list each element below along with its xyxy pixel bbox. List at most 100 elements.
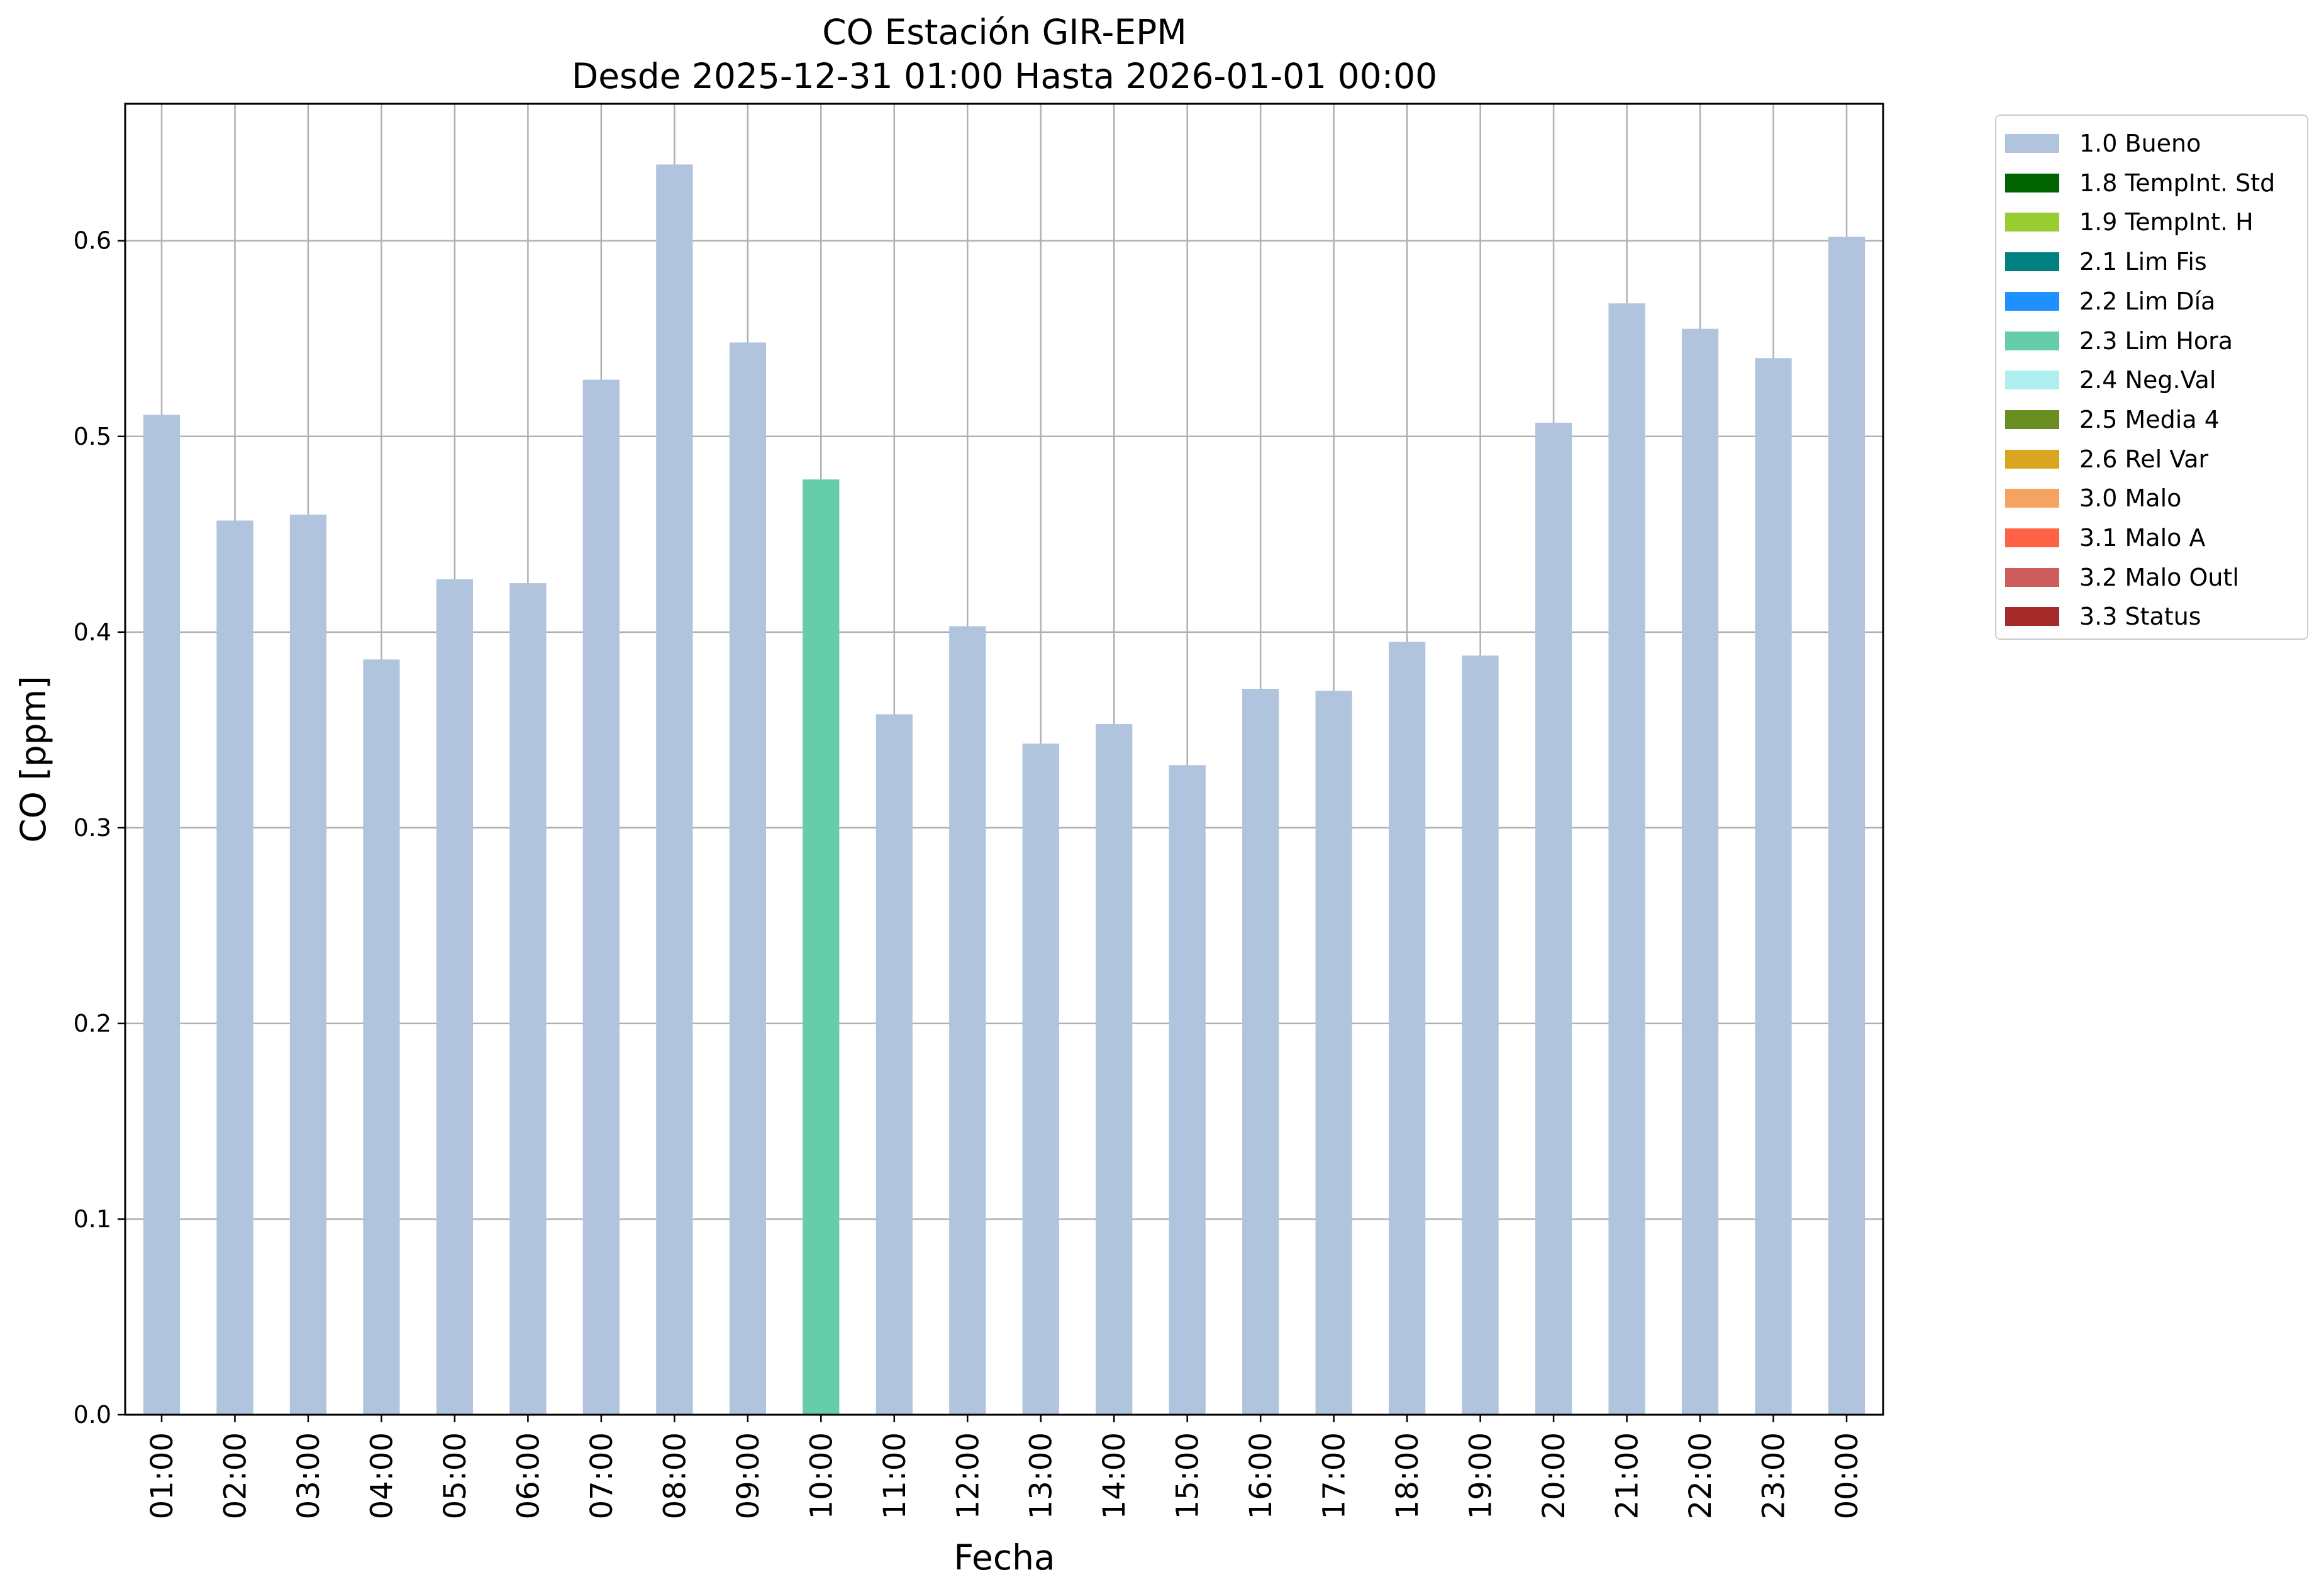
bar-2000 [1535, 423, 1572, 1415]
legend-label: 1.9 TempInt. H [2079, 208, 2254, 237]
legend-item: 1.9 TempInt. H [2005, 203, 2254, 241]
x-tick-label: 22:00 [1683, 1432, 1718, 1519]
bar-1400 [1096, 724, 1133, 1415]
bar-0700 [582, 379, 620, 1415]
y-tick-label: 0.1 [74, 1205, 111, 1233]
legend-label: 2.5 Media 4 [2079, 405, 2220, 433]
x-tick-label: 23:00 [1757, 1432, 1792, 1519]
x-tick-label: 08:00 [657, 1432, 692, 1519]
legend-swatch [2005, 213, 2059, 232]
y-axis-label: CO [ppm] [13, 676, 53, 843]
x-tick-label: 00:00 [1830, 1432, 1865, 1519]
y-tick-label: 0.5 [74, 423, 111, 450]
legend-item: 2.4 Neg.Val [2005, 361, 2216, 399]
bar-2200 [1681, 328, 1719, 1415]
x-tick-label: 06:00 [511, 1432, 546, 1519]
legend-swatch [2005, 134, 2059, 153]
legend-item: 2.5 Media 4 [2005, 401, 2220, 438]
bar-0300 [289, 515, 327, 1415]
x-tick-label: 10:00 [804, 1432, 839, 1519]
legend-label: 1.0 Bueno [2079, 130, 2201, 157]
bar-0500 [436, 579, 474, 1415]
legend-label: 2.3 Lim Hora [2079, 326, 2233, 355]
x-tick-label: 12:00 [950, 1432, 986, 1519]
legend-label: 2.1 Lim Fis [2079, 248, 2207, 276]
legend-item: 3.1 Malo A [2005, 519, 2205, 557]
legend-swatch [2005, 607, 2059, 627]
legend-label: 2.4 Neg.Val [2079, 366, 2216, 394]
x-axis: 01:00 02:00 03:00 04:00 05:00 06:00 07:00 08:00… [145, 1415, 1865, 1519]
x-tick-label: 05:00 [438, 1432, 473, 1519]
x-tick-label: 15:00 [1170, 1432, 1206, 1519]
legend-swatch [2005, 371, 2059, 390]
legend-item: 2.3 Lim Hora [2005, 322, 2233, 360]
legend-swatch [2005, 567, 2059, 587]
bar-1500 [1169, 765, 1206, 1415]
legend-swatch [2005, 410, 2059, 429]
bar-1100 [876, 714, 913, 1415]
legend-item: 2.6 Rel Var [2005, 440, 2208, 478]
x-tick-label: 01:00 [145, 1432, 180, 1519]
y-tick-label: 0.4 [74, 618, 111, 646]
chart-subtitle: Desde 2025-12-31 01:00 Hasta 2026-01-01 … [572, 56, 1437, 96]
x-tick-label: 16:00 [1243, 1432, 1279, 1519]
bar-1000 [803, 479, 840, 1415]
plot-frame [124, 103, 1884, 1416]
x-tick-label: 18:00 [1390, 1432, 1425, 1519]
bar-0900 [729, 342, 766, 1415]
legend-swatch [2005, 449, 2059, 469]
legend-swatch [2005, 252, 2059, 272]
bar-0000 [1828, 237, 1865, 1415]
legend-label: 3.0 Malo [2079, 484, 2182, 513]
x-tick-label: 04:00 [364, 1432, 399, 1519]
y-tick-label: 0.2 [74, 1010, 111, 1037]
legend-label: 2.6 Rel Var [2079, 445, 2209, 473]
legend-item: 1.0 Bueno [2005, 125, 2201, 162]
bar-1600 [1242, 689, 1279, 1415]
y-axis: 0.0 0.1 0.2 0.3 0.4 0.5 0.6 [74, 227, 125, 1429]
x-axis-label: Fecha [954, 1537, 1055, 1578]
legend-label: 3.3 Status [2079, 603, 2201, 631]
legend-label: 3.2 Malo Outl [2079, 563, 2239, 591]
chart-title: CO Estación GIR-EPM [822, 12, 1186, 52]
x-tick-label: 21:00 [1610, 1432, 1645, 1519]
legend-item: 3.0 Malo [2005, 479, 2181, 517]
bar-0200 [216, 520, 253, 1415]
legend-swatch [2005, 291, 2059, 311]
legend-swatch [2005, 331, 2059, 350]
legend-item: 1.8 TempInt. Std [2005, 164, 2275, 202]
legend-swatch [2005, 528, 2059, 547]
legend-item: 2.1 Lim Fis [2005, 243, 2207, 281]
x-tick-label: 13:00 [1024, 1432, 1059, 1519]
x-tick-label: 19:00 [1464, 1432, 1499, 1519]
y-tick-label: 0.6 [74, 227, 111, 255]
bar-0600 [509, 583, 547, 1415]
x-tick-label: 03:00 [291, 1432, 326, 1519]
legend-label: 2.2 Lim Día [2079, 287, 2216, 315]
legend-item: 2.2 Lim Día [2005, 282, 2215, 320]
legend-label: 1.8 TempInt. Std [2079, 169, 2276, 197]
x-tick-label: 02:00 [218, 1432, 253, 1519]
y-tick-label: 0.3 [74, 814, 111, 842]
x-tick-label: 20:00 [1537, 1432, 1572, 1519]
x-tick-label: 07:00 [584, 1432, 620, 1519]
bar-0100 [143, 415, 181, 1415]
bars-layer [143, 164, 1865, 1415]
bar-1800 [1389, 642, 1426, 1415]
x-tick-label: 14:00 [1097, 1432, 1132, 1519]
x-tick-label: 09:00 [731, 1432, 766, 1519]
x-tick-label: 11:00 [877, 1432, 913, 1519]
bar-2300 [1755, 358, 1792, 1415]
y-tick-label: 0.0 [74, 1401, 111, 1429]
legend-label: 3.1 Malo A [2079, 524, 2206, 552]
bar-1200 [949, 626, 986, 1415]
legend: 1.0 Bueno 1.8 TempInt. Std 1.9 TempInt. H 2… [1995, 114, 2308, 640]
x-tick-label: 17:00 [1317, 1432, 1352, 1519]
legend-item: 3.2 Malo Outl [2005, 559, 2239, 596]
bar-0400 [363, 659, 400, 1415]
bar-1300 [1022, 744, 1059, 1415]
bar-1700 [1315, 691, 1352, 1415]
bar-1900 [1462, 655, 1499, 1415]
bar-0800 [656, 164, 693, 1415]
